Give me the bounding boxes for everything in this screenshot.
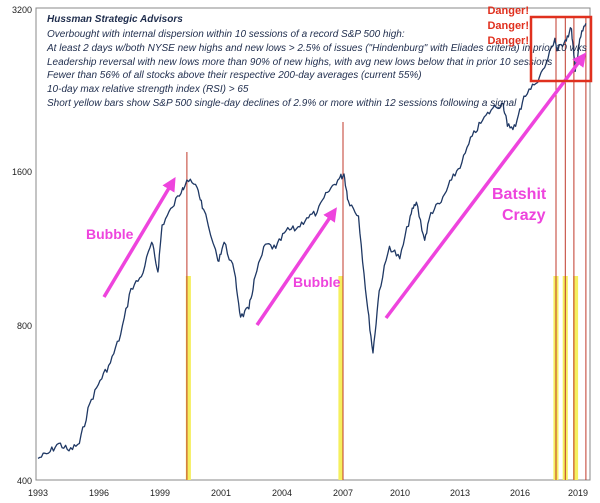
x-tick-label-2010: 2010: [390, 488, 410, 498]
decline-bar-4: [553, 276, 557, 480]
x-tick-label-2007: 2007: [333, 488, 353, 498]
danger-box: [529, 15, 593, 83]
decline-bar-1: [187, 276, 191, 480]
subtitle-line-5: 10-day max relative strength index (RSI)…: [47, 84, 249, 95]
x-tick-label-2016: 2016: [510, 488, 530, 498]
y-tick-label-3200: 3200: [12, 5, 32, 15]
bubble2-label: Bubble: [293, 274, 341, 290]
x-tick-label-2004: 2004: [272, 488, 292, 498]
x-tick-label-2013: 2013: [450, 488, 470, 498]
y-tick-label-1600: 1600: [12, 167, 32, 177]
decline-bar-8: [573, 276, 577, 480]
danger-label-2: Danger!: [487, 20, 529, 32]
danger-label-3: Danger!: [487, 35, 529, 47]
decline-bar-2: [338, 276, 342, 480]
bubble1-arrow: [102, 176, 176, 298]
subtitle-line-3: Leadership reversal with new lows more t…: [47, 57, 552, 68]
chart-title: Hussman Strategic Advisors: [47, 14, 183, 25]
subtitle-line-2: At least 2 days w/both NYSE new highs an…: [46, 43, 587, 54]
subtitle-line-6: Short yellow bars show S&P 500 single-da…: [47, 98, 517, 109]
batshit-arrow: [384, 52, 587, 320]
decline-bar-9: [575, 276, 579, 480]
decline-bar-3: [340, 276, 344, 480]
x-tick-label-2019: 2019: [568, 488, 588, 498]
y-tick-label-400: 400: [17, 476, 32, 486]
plot-frame: [35, 7, 591, 481]
sp500-series-line: [37, 23, 587, 459]
decline-bar-5: [555, 276, 559, 480]
y-tick-label-800: 800: [17, 321, 32, 331]
crazy-label: Crazy: [502, 207, 546, 224]
x-tick-label-1996: 1996: [89, 488, 109, 498]
x-tick-label-1999: 1999: [150, 488, 170, 498]
decline-bars-layer: [185, 276, 579, 480]
batshit-label: Batshit: [492, 186, 547, 203]
danger-label-1: Danger!: [487, 5, 529, 17]
x-tick-label-1993: 1993: [28, 488, 48, 498]
series-layer: [37, 23, 587, 459]
decline-bar-7: [564, 276, 568, 480]
x-tick-label-2001: 2001: [211, 488, 231, 498]
decline-bar-6: [562, 276, 566, 480]
subtitle-line-4: Fewer than 56% of all stocks above their…: [47, 70, 422, 81]
subtitle-line-1: Overbought with internal dispersion with…: [47, 29, 405, 40]
bubble2-arrow: [255, 207, 337, 326]
bubble1-label: Bubble: [86, 226, 134, 242]
